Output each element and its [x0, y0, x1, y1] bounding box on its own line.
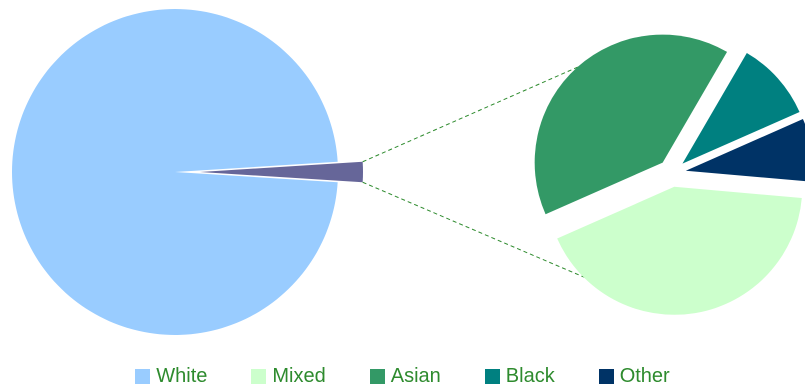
- connector-line-top: [362, 51, 613, 163]
- legend-swatch: [135, 368, 151, 384]
- secondary-slice-asian: [534, 34, 728, 215]
- legend-label: Other: [619, 365, 670, 387]
- legend-item-asian: Asian: [369, 365, 441, 387]
- legend-label: Asian: [390, 365, 441, 387]
- legend-item-white: White: [135, 366, 207, 386]
- legend-label: White: [156, 365, 208, 387]
- legend-swatch: [369, 368, 385, 384]
- pie-slice-white: [11, 8, 338, 335]
- legend-swatch: [598, 368, 614, 384]
- legend-label: Mixed: [272, 365, 326, 387]
- main-pie: [11, 8, 363, 335]
- legend-item-black: Black: [484, 365, 555, 387]
- legend-swatch: [484, 368, 500, 384]
- secondary-slice-black: [682, 53, 800, 164]
- legend: White Mixed Asian Black Other: [0, 364, 805, 388]
- secondary-slice-mixed: [557, 186, 802, 315]
- pie-slice-others: [200, 161, 363, 183]
- secondary-slice-other: [685, 119, 805, 182]
- legend-swatch: [251, 368, 267, 384]
- legend-item-other: Other: [598, 365, 670, 387]
- legend-item-mixed: Mixed: [251, 365, 326, 387]
- legend-label: Black: [505, 365, 555, 387]
- secondary-pie: [534, 34, 805, 315]
